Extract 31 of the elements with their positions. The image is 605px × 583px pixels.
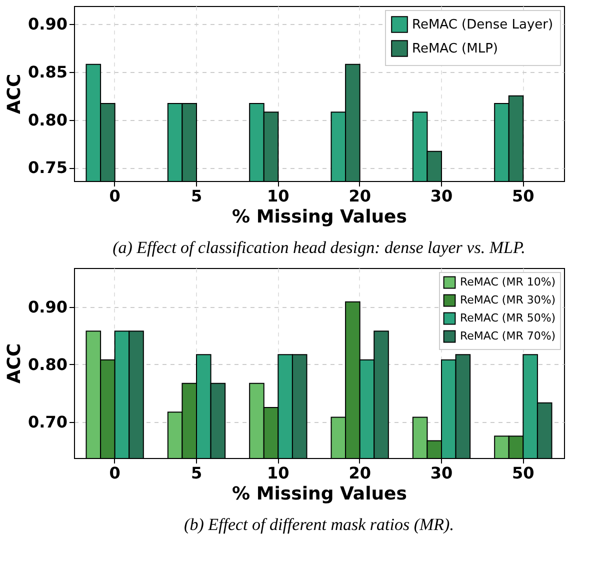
x-tick-label: 5: [190, 186, 202, 206]
y-tick-label: 0.80: [28, 354, 68, 374]
y-axis-title: ACC: [4, 74, 26, 114]
legend-label: ReMAC (MR 50%): [460, 312, 556, 324]
y-tick-label: 0.70: [28, 412, 68, 432]
y-tick-label: 0.85: [28, 62, 68, 82]
x-axis-title: % Missing Values: [232, 206, 407, 228]
legend-label: ReMAC (MR 10%): [460, 276, 556, 288]
text: (b) Effect of different mask ratios (MR).: [184, 515, 454, 534]
x-tick-label: 20: [348, 186, 371, 206]
x-tick-label: 5: [190, 464, 202, 482]
x-tick-label: 30: [430, 186, 453, 206]
legend-label: ReMAC (MLP): [412, 42, 498, 56]
x-tick-label: 10: [267, 464, 290, 482]
y-tick-label: 0.75: [28, 158, 68, 178]
x-tick-label: 0: [109, 186, 120, 206]
x-tick-label: 50: [512, 186, 534, 206]
x-tick-label: 0: [109, 464, 120, 482]
y-tick-label: 0.90: [28, 14, 68, 34]
x-tick-label: 50: [512, 464, 534, 482]
x-tick-label: 20: [348, 464, 371, 482]
text: (a) Effect of classification head design: dense layer vs. MLP.: [112, 238, 526, 257]
y-tick-label: 0.90: [28, 298, 68, 317]
x-tick-label: 10: [267, 186, 290, 206]
x-tick-label: 30: [430, 464, 453, 482]
y-tick-label: 0.80: [28, 110, 68, 130]
legend-label: ReMAC (MR 70%): [460, 330, 556, 342]
legend-label: ReMAC (Dense Layer): [412, 18, 554, 32]
x-axis-title: % Missing Values: [232, 484, 407, 504]
y-axis-title: ACC: [4, 343, 26, 384]
legend-label: ReMAC (MR 30%): [460, 294, 556, 306]
